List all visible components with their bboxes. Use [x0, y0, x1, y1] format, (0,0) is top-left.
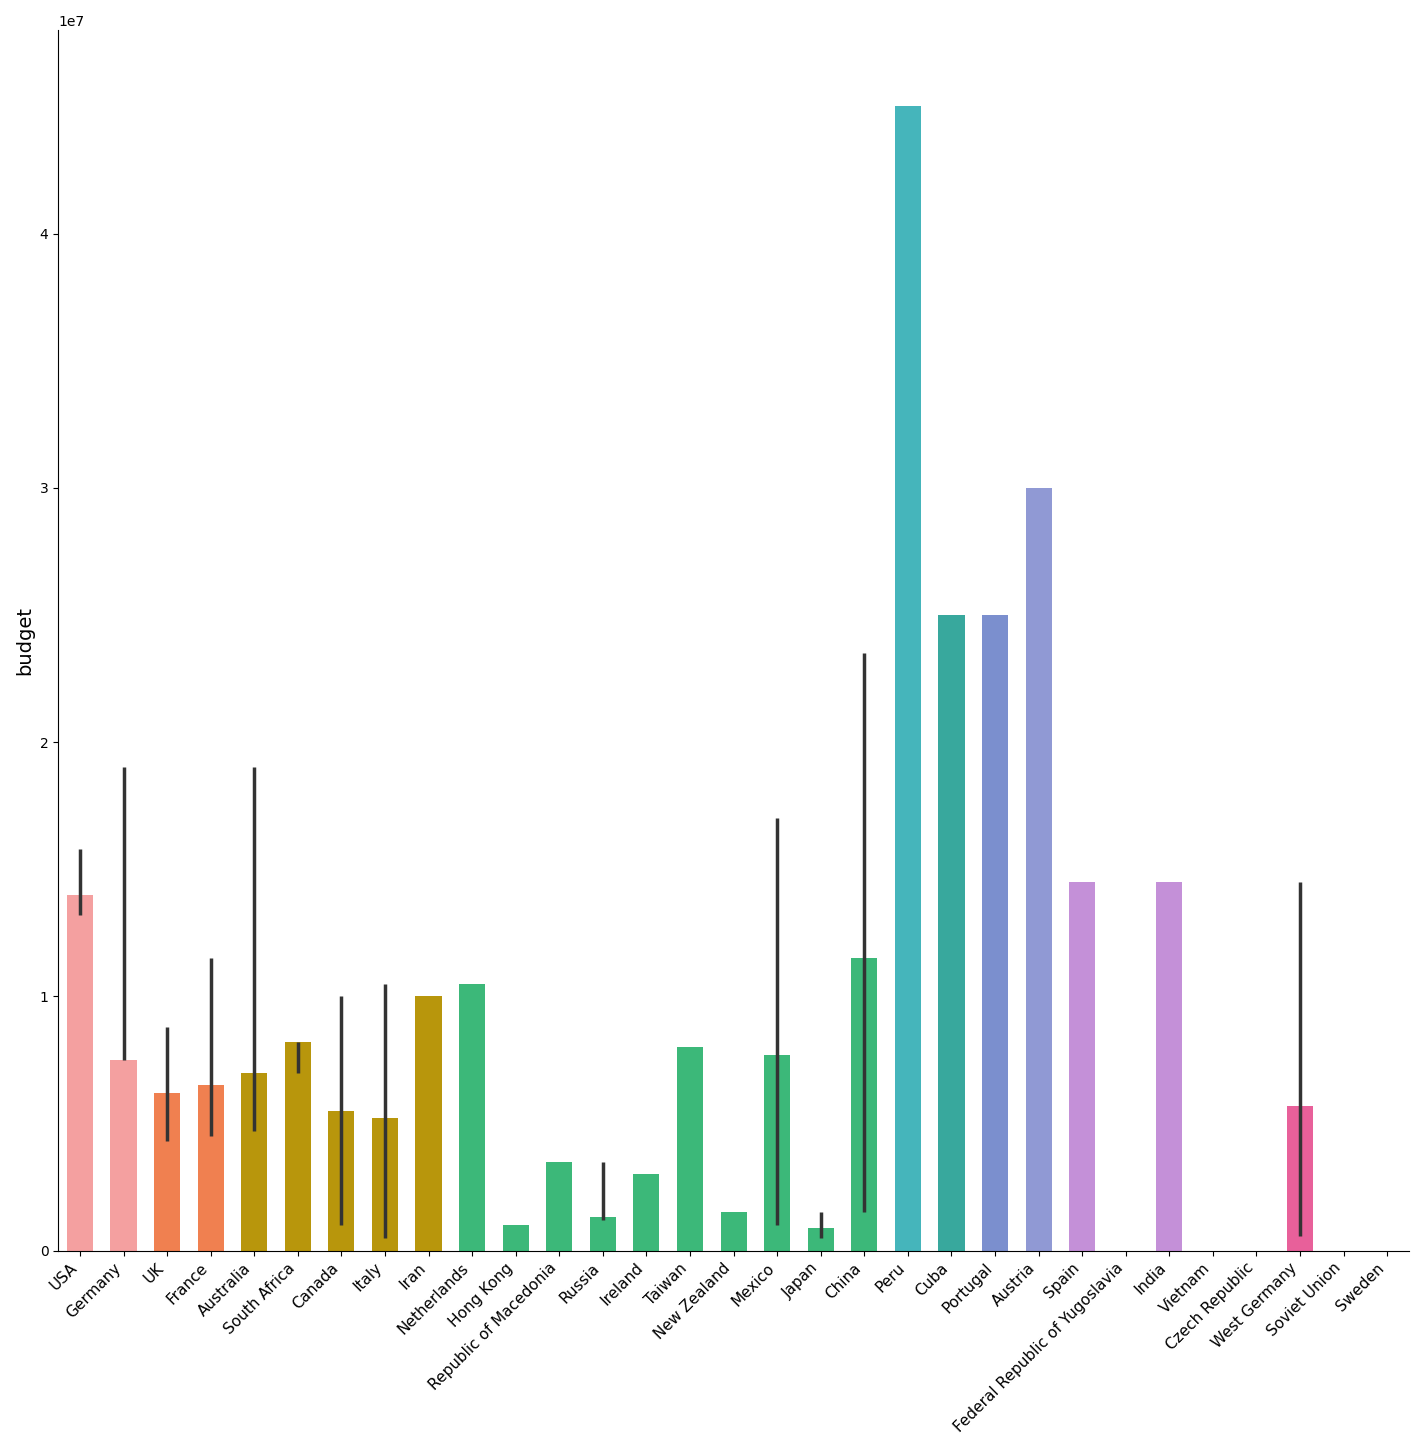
Bar	[983, 615, 1008, 1250]
Bar	[198, 1085, 224, 1250]
Bar	[1156, 882, 1182, 1250]
Bar	[111, 1060, 137, 1250]
Bar	[547, 1161, 572, 1250]
Bar	[721, 1212, 746, 1250]
Bar	[1025, 487, 1052, 1250]
Bar	[807, 1228, 834, 1250]
Bar	[459, 983, 486, 1250]
Bar	[285, 1043, 310, 1250]
Bar	[590, 1218, 617, 1250]
Bar	[241, 1073, 268, 1250]
Bar	[329, 1111, 355, 1250]
Bar	[154, 1093, 181, 1250]
Bar	[503, 1225, 528, 1250]
Bar	[938, 615, 964, 1250]
Bar	[1069, 882, 1095, 1250]
Bar	[67, 895, 93, 1250]
Bar	[894, 106, 921, 1250]
Bar	[416, 996, 441, 1250]
Bar	[372, 1118, 399, 1250]
Bar	[852, 958, 877, 1250]
Bar	[765, 1054, 790, 1250]
Bar	[634, 1174, 659, 1250]
Bar	[676, 1047, 703, 1250]
Y-axis label: budget: budget	[16, 606, 34, 674]
Bar	[1287, 1105, 1313, 1250]
